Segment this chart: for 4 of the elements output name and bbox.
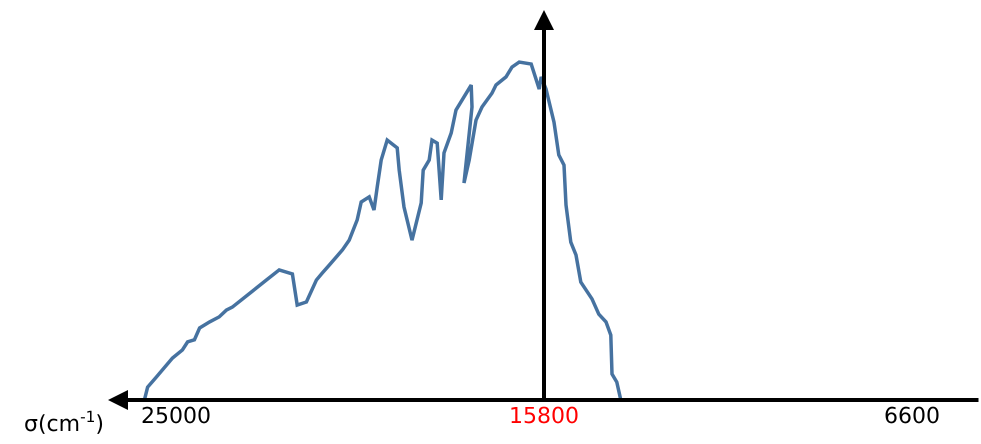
x-axis-title: σ(cm$^{-1}$)	[24, 408, 104, 438]
x-tick-label: 6600	[884, 404, 940, 429]
x-tick-label: 25000	[141, 404, 211, 429]
x-tick-label: 15800	[509, 404, 579, 429]
